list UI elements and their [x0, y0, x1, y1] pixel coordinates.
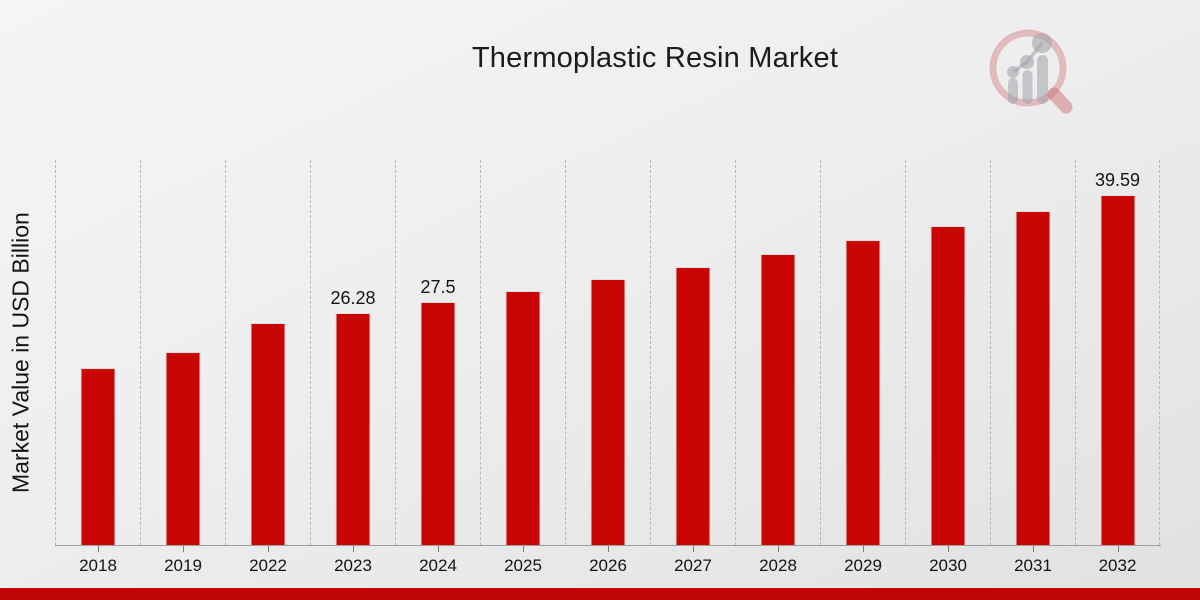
- bar-2032: [1100, 195, 1135, 545]
- x-axis-tick: [1033, 546, 1034, 552]
- bar-2027: [675, 266, 711, 545]
- x-axis-tick: [693, 546, 694, 552]
- bar-2029: [845, 240, 881, 545]
- chart-column-2031: 2031: [990, 160, 1075, 575]
- bar-value-label-2032: 39.59: [1094, 170, 1141, 191]
- bar-value-label-2023: 26.28: [330, 287, 376, 308]
- bar-2018: [80, 367, 116, 545]
- x-axis-tick: [353, 546, 354, 552]
- x-axis-tick: [863, 546, 864, 552]
- x-axis-tick: [1117, 546, 1119, 552]
- plot-area: 2018 2019 2022 26.28 2023 27.5 2024 2025 2026 202…: [55, 160, 1161, 575]
- bar-2028: [760, 253, 796, 545]
- x-axis-label-2028: 2028: [759, 556, 797, 575]
- chart-column-2024: 27.5 2024: [395, 160, 480, 575]
- chart-column-2022: 2022: [225, 160, 310, 575]
- x-axis-label-2024: 2024: [419, 556, 457, 575]
- bar-2025: [505, 290, 541, 545]
- chart-column-2019: 2019: [140, 160, 225, 575]
- x-axis-tick: [268, 546, 269, 552]
- bar-value-label-2024: 27.5: [420, 277, 456, 298]
- chart-column-2029: 2029: [820, 160, 905, 575]
- bar-2022: [250, 323, 286, 545]
- brand-logo-magnifier-chart-icon: [989, 29, 1073, 114]
- bar-2019: [165, 351, 201, 545]
- x-axis-label-2019: 2019: [164, 556, 202, 575]
- x-axis-label-2018: 2018: [79, 556, 117, 575]
- chart-column-2025: 2025: [480, 160, 565, 575]
- x-axis-label-2029: 2029: [844, 556, 882, 575]
- chart-column-2023: 26.28 2023: [310, 160, 395, 575]
- x-axis-label-2023: 2023: [334, 556, 372, 575]
- chart-column-2027: 2027: [650, 160, 735, 575]
- x-axis-label-2027: 2027: [674, 556, 712, 575]
- x-axis-label-2025: 2025: [504, 556, 542, 575]
- footer-accent-bar: [0, 588, 1200, 600]
- x-axis-label-2031: 2031: [1014, 556, 1052, 575]
- x-axis-tick: [523, 546, 524, 552]
- chart-column-2026: 2026: [565, 160, 650, 575]
- bar-2023: [335, 312, 371, 545]
- y-axis-label: Market Value in USD Billion: [7, 212, 34, 493]
- x-axis-tick: [183, 546, 184, 552]
- x-axis-label-2022: 2022: [249, 556, 287, 575]
- x-axis-tick: [608, 546, 609, 552]
- x-axis-label-2026: 2026: [589, 556, 627, 575]
- x-axis-tick: [438, 546, 439, 552]
- chart-column-2028: 2028: [735, 160, 820, 575]
- chart-column-2030: 2030: [905, 160, 990, 575]
- chart-column-2032: 39.59 2032: [1075, 160, 1160, 575]
- bar-2026: [590, 279, 626, 545]
- bar-2030: [930, 225, 966, 545]
- bar-2024: [420, 302, 456, 545]
- x-axis-label-2030: 2030: [929, 556, 967, 575]
- x-axis-tick: [948, 546, 949, 552]
- x-axis-tick: [778, 546, 779, 552]
- x-axis-tick: [98, 546, 99, 552]
- chart-column-2018: 2018: [55, 160, 140, 575]
- bar-2031: [1015, 211, 1051, 545]
- x-axis-label-2032: 2032: [1098, 556, 1137, 575]
- chart-title: Thermoplastic Resin Market: [471, 42, 839, 74]
